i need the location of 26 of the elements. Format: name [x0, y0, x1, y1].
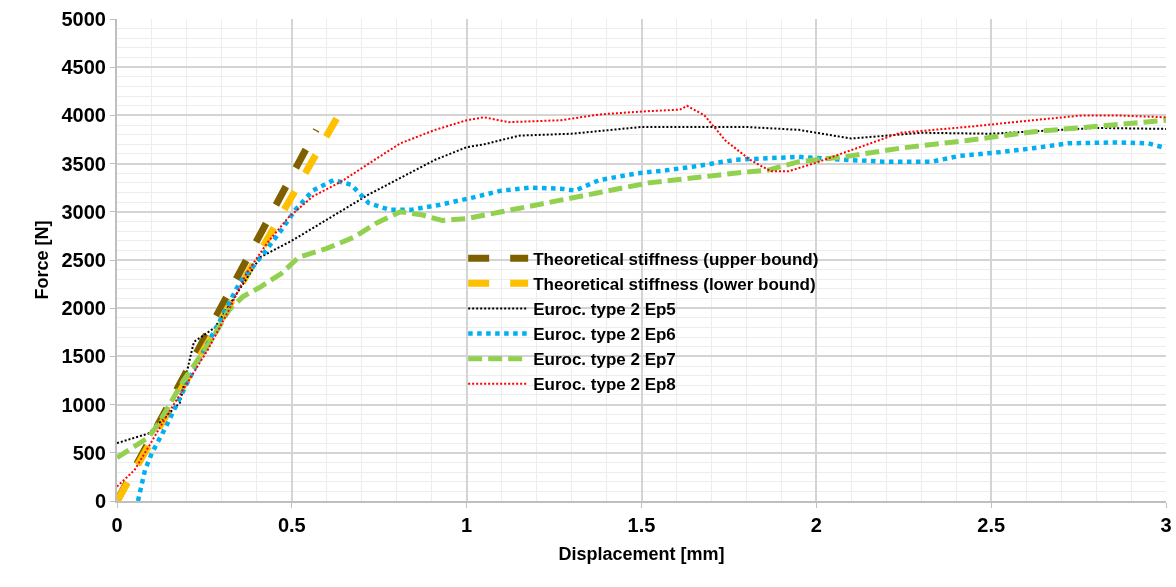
y-tick-label: 3500 [61, 152, 106, 175]
y-tick-label: 1000 [61, 393, 106, 416]
x-axis-title: Displacement [mm] [558, 543, 725, 564]
x-tick-label: 1.5 [627, 514, 656, 536]
x-tick-label: 2.5 [977, 514, 1006, 536]
y-tick-label: 2500 [61, 249, 106, 271]
y-tick-label: 2000 [61, 297, 106, 320]
legend-label: Theoretical stiffness (lower bound) [533, 275, 816, 294]
y-tick-label: 4500 [61, 56, 106, 79]
y-tick-label: 5000 [61, 8, 106, 30]
legend-label: Euroc. type 2 Ep8 [533, 375, 676, 395]
x-tick-label: 1 [461, 514, 473, 536]
legend-label: Euroc. type 2 Ep5 [533, 300, 676, 320]
y-tick-label: 500 [72, 441, 106, 464]
y-tick-label: 1500 [61, 345, 106, 368]
legend-label: Theoretical stiffness (upper bound) [533, 249, 819, 269]
y-tick-label: 0 [94, 490, 106, 512]
legend-label: Euroc. type 2 Ep6 [533, 325, 676, 345]
x-tick-label: 2 [810, 514, 822, 536]
x-tick-label: 3 [1160, 514, 1172, 536]
y-tick-label: 3000 [61, 200, 106, 223]
x-tick-label: 0 [111, 514, 123, 536]
y-axis-title: Force [N] [32, 220, 53, 300]
y-tick-label: 4000 [61, 104, 106, 127]
x-tick-label: 0.5 [277, 514, 306, 536]
legend-label: Euroc. type 2 Ep7 [533, 350, 676, 370]
